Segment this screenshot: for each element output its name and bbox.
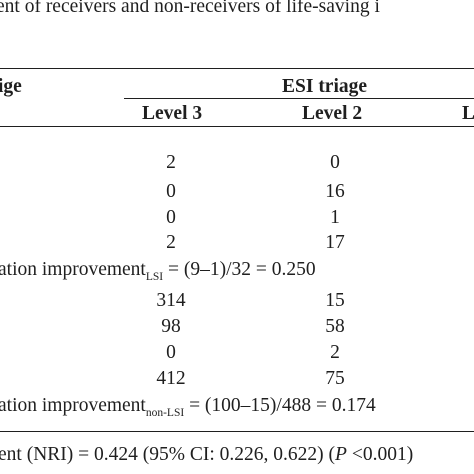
lsi-summary-subscript: LSI (145, 271, 164, 283)
lsi-summary-prefix: ation improvement (0, 259, 146, 280)
column-header-level-1-partial: L (462, 103, 474, 124)
nonlsi-summary-prefix: ation improvement (0, 395, 146, 416)
nonlsi-summary-formula: = (100–15)/488 = 0.174 (184, 395, 376, 416)
lsi-row-1-level3: 2 (166, 152, 176, 173)
top-rule (0, 68, 474, 69)
lsi-row-3-level2: 1 (330, 207, 340, 228)
lsi-row-4-level2: 17 (325, 232, 345, 253)
nri-footer-suffix: <0.001) (346, 444, 414, 465)
lsi-row-2-level2: 16 (325, 181, 345, 202)
column-header-level-3: Level 3 (142, 103, 203, 124)
nonlsi-row-2-level3: 98 (161, 316, 181, 337)
esi-triage-header: ESI triage (282, 76, 368, 97)
table-bottom-rule (0, 431, 474, 432)
nri-footer: ent (NRI) = 0.424 (95% CI: 0.226, 0.622)… (0, 445, 413, 465)
lsi-row-3-level3: 0 (166, 207, 176, 228)
nonlsi-row-2-level2: 58 (325, 316, 345, 337)
nri-footer-p: P (335, 444, 347, 465)
left-column-header: ige (0, 76, 22, 97)
nonlsi-row-3-level3: 0 (166, 342, 176, 363)
nri-footer-prefix: ent (NRI) = 0.424 (95% CI: 0.226, 0.622)… (0, 444, 336, 465)
nonlsi-reclassification-summary: ation improvementnon-LSI = (100–15)/488 … (0, 395, 376, 419)
lsi-reclassification-summary: ation improvementLSI = (9–1)/32 = 0.250 (0, 259, 316, 283)
lsi-summary-formula: = (9–1)/32 = 0.250 (163, 259, 316, 280)
nonlsi-row-4-level2: 75 (325, 368, 345, 389)
header-bottom-rule (0, 126, 474, 127)
nonlsi-summary-subscript: non-LSI (145, 407, 185, 419)
lsi-row-4-level3: 2 (166, 232, 176, 253)
group-header-rule (124, 98, 474, 99)
nonlsi-row-3-level2: 2 (330, 342, 340, 363)
nonlsi-row-1-level2: 15 (325, 290, 345, 311)
lsi-row-2-level3: 0 (166, 181, 176, 202)
nonlsi-row-4-level3: 412 (156, 368, 186, 389)
column-header-level-2: Level 2 (302, 103, 363, 124)
lsi-row-1-level2: 0 (330, 152, 340, 173)
table-caption: ent of receivers and non-receivers of li… (0, 0, 380, 17)
nonlsi-row-1-level3: 314 (156, 290, 186, 311)
